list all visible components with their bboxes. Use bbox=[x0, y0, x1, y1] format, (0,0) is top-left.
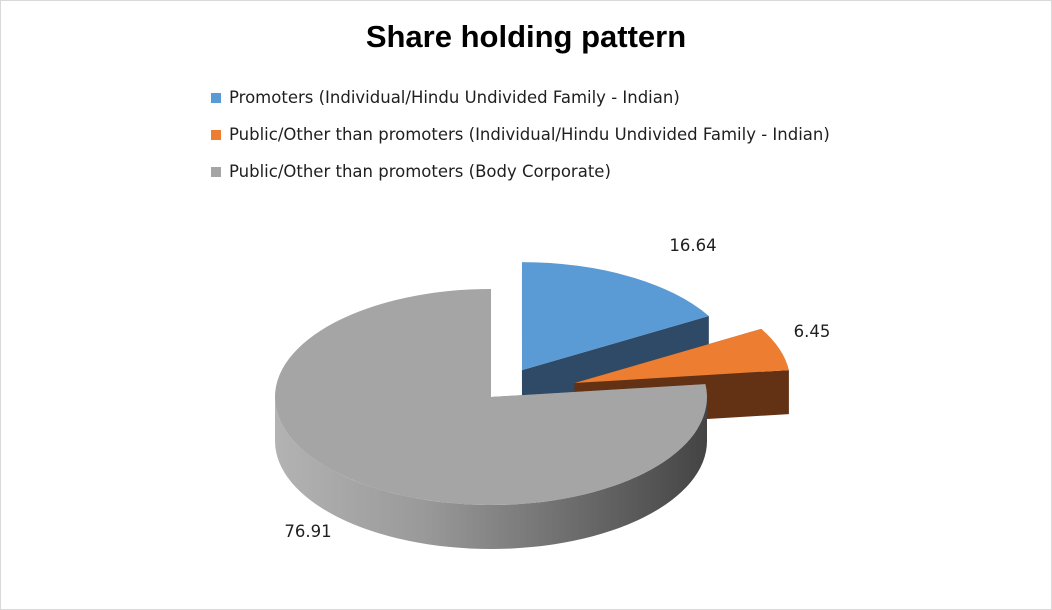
data-label-promoters: 16.64 bbox=[669, 236, 716, 255]
data-label-public-individual: 6.45 bbox=[794, 322, 831, 341]
legend-item-promoters: Promoters (Individual/Hindu Undivided Fa… bbox=[211, 87, 830, 108]
legend-item-public-individual: Public/Other than promoters (Individual/… bbox=[211, 124, 830, 145]
pie-slice-public-individual bbox=[574, 328, 789, 384]
legend-label-public-individual: Public/Other than promoters (Individual/… bbox=[229, 125, 830, 144]
legend-label-public-body-corporate: Public/Other than promoters (Body Corpor… bbox=[229, 162, 611, 181]
legend-swatch-public-body-corporate bbox=[211, 166, 221, 177]
pie-data-labels: 16.64 6.45 76.91 bbox=[284, 236, 830, 541]
chart-legend: Promoters (Individual/Hindu Undivided Fa… bbox=[211, 87, 830, 198]
legend-item-public-body-corporate: Public/Other than promoters (Body Corpor… bbox=[211, 161, 830, 182]
data-label-public-body-corporate: 76.91 bbox=[284, 522, 331, 541]
pie-wall-promoters-end bbox=[521, 315, 709, 415]
legend-label-promoters: Promoters (Individual/Hindu Undivided Fa… bbox=[229, 88, 680, 107]
pie-side-public-body-corporate bbox=[275, 397, 707, 549]
chart-title: Share holding pattern bbox=[365, 19, 687, 54]
legend-swatch-public-individual bbox=[211, 129, 221, 140]
pie-slice-public-body-corporate bbox=[275, 289, 707, 506]
pie-top-faces bbox=[275, 262, 789, 506]
legend-swatch-promoters bbox=[211, 92, 221, 103]
pie-slice-promoters bbox=[521, 262, 709, 371]
